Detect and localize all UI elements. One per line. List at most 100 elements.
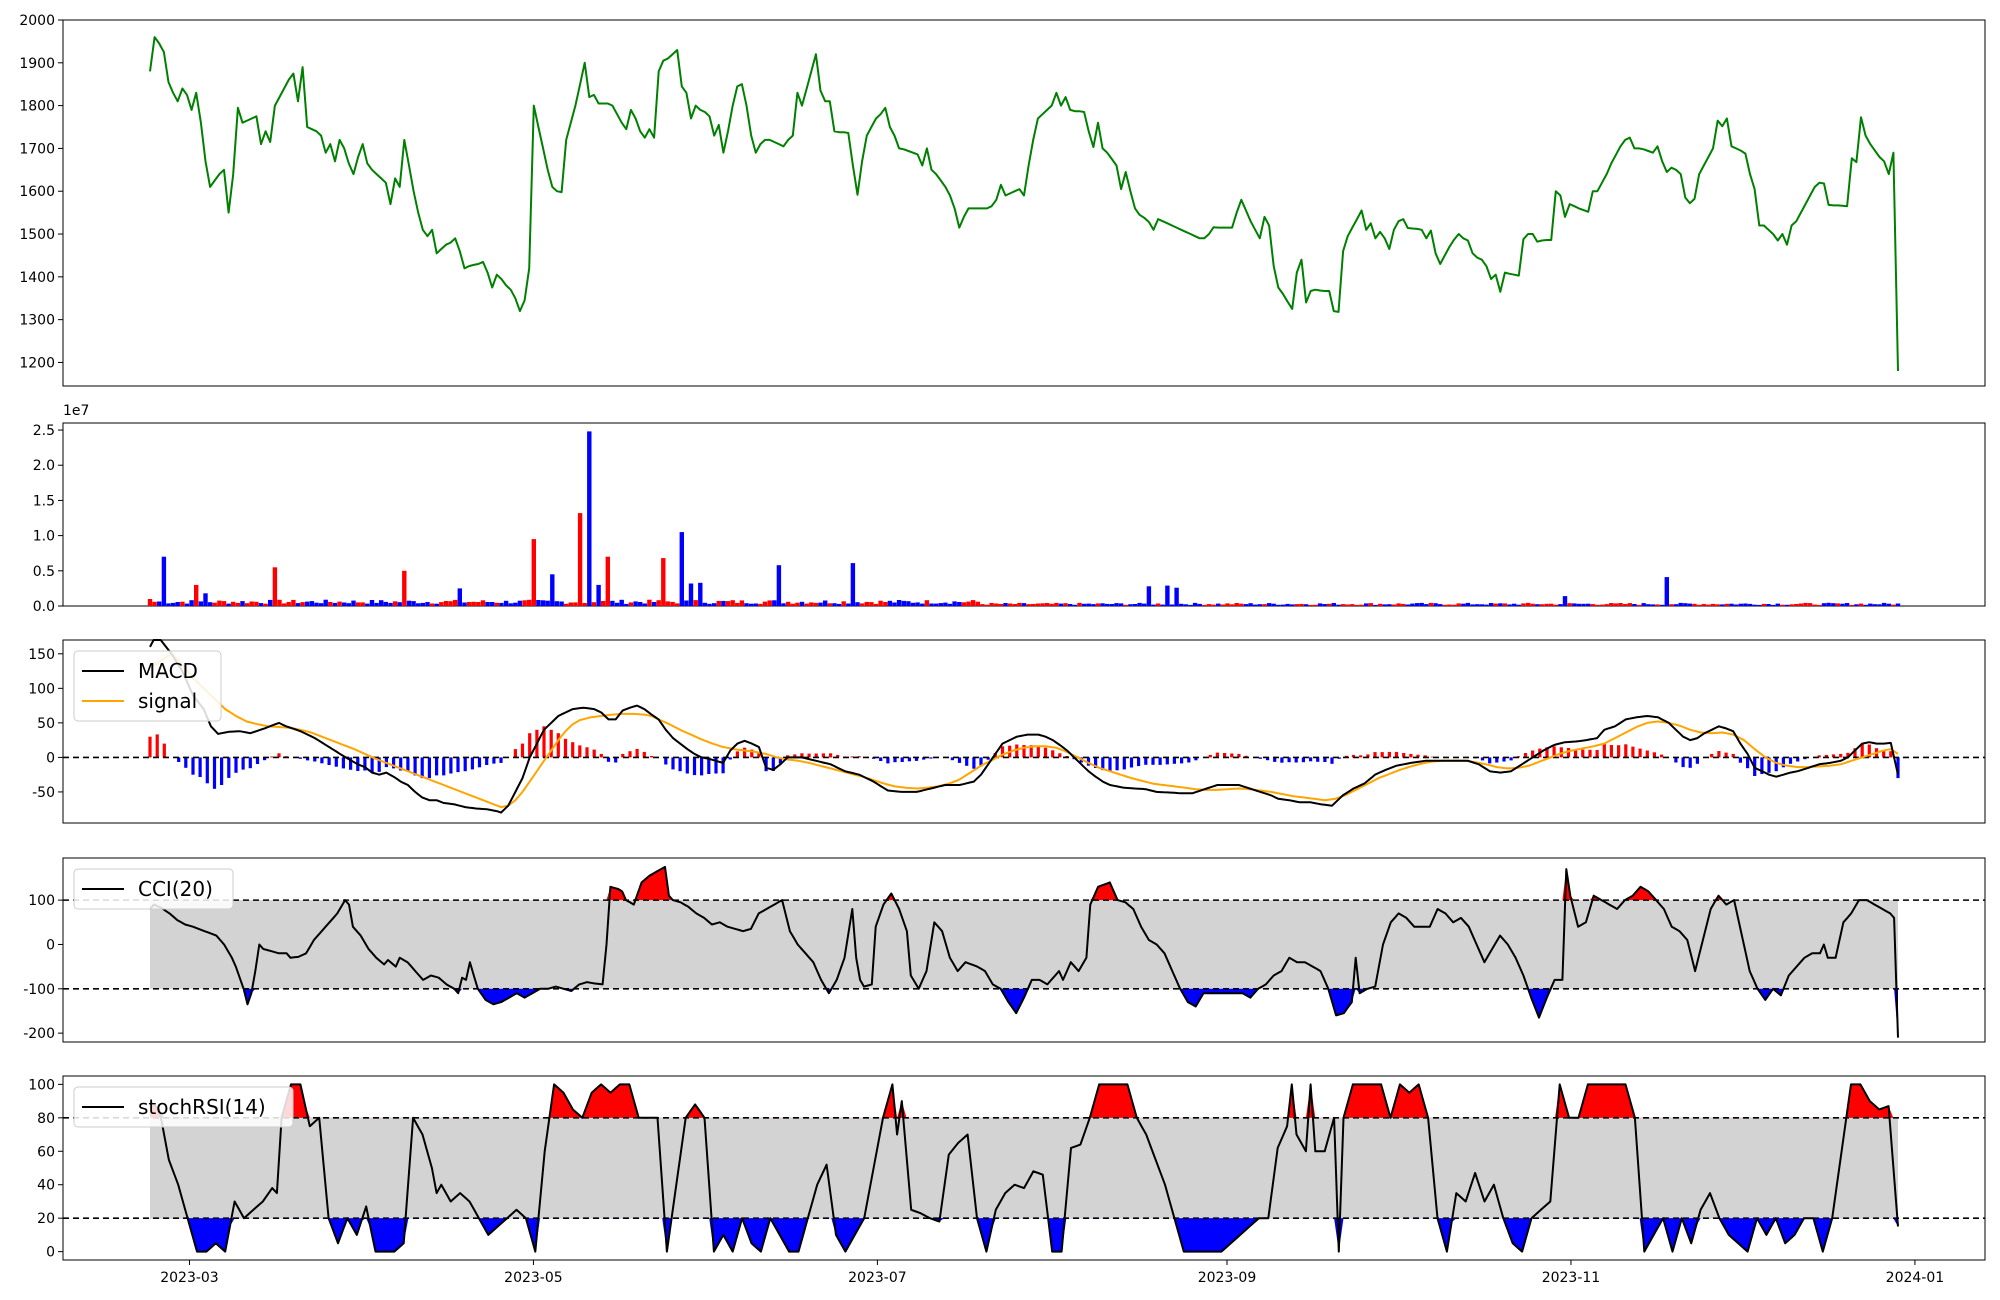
- volume-bar: [869, 602, 874, 606]
- macd-histogram-bar: [1158, 757, 1162, 765]
- volume-bar: [471, 601, 476, 606]
- volume-bar: [924, 600, 930, 606]
- volume-bar: [527, 599, 532, 606]
- volume-bar: [249, 601, 254, 606]
- macd-histogram-bar: [929, 757, 933, 759]
- volume-bar: [1618, 603, 1623, 606]
- volume-bar: [1044, 603, 1050, 606]
- macd-histogram-bar: [320, 757, 324, 764]
- volume-bar: [1303, 604, 1309, 606]
- volume-bar: [1188, 604, 1193, 606]
- volume-bar: [1068, 604, 1073, 606]
- macd-histogram-bar: [155, 734, 159, 758]
- macd-histogram-bar: [857, 756, 861, 758]
- macd-histogram-bar: [1660, 754, 1664, 758]
- volume-bar: [1650, 604, 1656, 606]
- macd-histogram-bar: [1853, 748, 1857, 758]
- macd-histogram-bar: [234, 757, 238, 773]
- y-tick-label: -50: [32, 785, 55, 801]
- volume-bar: [1794, 604, 1799, 606]
- volume-bar: [772, 600, 777, 606]
- legend-box: [73, 1086, 294, 1128]
- macd-histogram-bar: [184, 757, 188, 768]
- macd-histogram-bar: [1839, 753, 1843, 758]
- macd-histogram-bar: [585, 747, 589, 758]
- volume-bar: [582, 603, 587, 606]
- macd-histogram-bar: [1015, 744, 1019, 758]
- volume-bar: [194, 584, 199, 606]
- macd-histogram-bar: [549, 729, 553, 758]
- macd-histogram-bar: [1688, 757, 1692, 768]
- macd-histogram-bar: [435, 757, 439, 776]
- volume-bar: [342, 602, 347, 606]
- volume-bar: [490, 602, 495, 606]
- volume-bar: [1433, 603, 1438, 606]
- volume-bar: [1373, 604, 1378, 606]
- volume-bar: [240, 601, 245, 606]
- macd-histogram-bar: [1803, 757, 1807, 760]
- macd-histogram-bar: [1824, 754, 1828, 758]
- volume-bar: [1382, 604, 1387, 606]
- volume-bar: [573, 602, 578, 606]
- y-tick-label: 2.0: [33, 458, 55, 474]
- volume-bar: [1021, 603, 1027, 606]
- volume-bar: [1054, 602, 1059, 606]
- volume-bar: [554, 601, 560, 606]
- volume-bar: [439, 602, 444, 606]
- macd-histogram-bar: [1287, 757, 1291, 763]
- y-tick-label: 150: [28, 647, 55, 663]
- volume-bar: [1660, 604, 1665, 606]
- volume-bar: [670, 601, 675, 606]
- volume-bar: [896, 600, 902, 606]
- volume-bar: [1003, 603, 1008, 606]
- macd-histogram-bar: [793, 754, 797, 758]
- volume-bar: [1812, 604, 1817, 606]
- macd-histogram-bar: [957, 757, 962, 763]
- macd-histogram-bar: [556, 733, 560, 758]
- stochrsi-panel-frame: [62, 1075, 1986, 1261]
- volume-bar: [1572, 603, 1577, 606]
- volume-bar: [633, 601, 638, 606]
- volume-bar: [198, 601, 204, 606]
- volume-bar: [1414, 603, 1420, 606]
- macd-histogram-bar: [1394, 751, 1399, 758]
- volume-bar: [1391, 604, 1397, 606]
- macd-histogram-bar: [735, 751, 739, 758]
- volume-bar: [864, 601, 869, 606]
- macd-histogram-bar: [1373, 752, 1377, 758]
- macd-histogram-bar: [1695, 757, 1699, 764]
- y-tick-label: 20: [37, 1211, 55, 1227]
- macd-histogram-bar: [571, 742, 575, 758]
- volume-bar: [388, 602, 393, 606]
- macd-histogram-bar: [1187, 757, 1191, 763]
- macd-histogram-bar: [513, 749, 517, 758]
- volume-bar: [161, 556, 167, 606]
- volume-bar: [1498, 603, 1503, 606]
- macd-histogram-bar: [986, 757, 990, 760]
- volume-bar: [1174, 587, 1179, 606]
- macd-histogram-bar: [1781, 757, 1785, 768]
- y-tick-label: 2000: [19, 13, 55, 29]
- volume-bar: [1641, 603, 1646, 606]
- y-tick-label: 0: [46, 1245, 55, 1261]
- volume-bar: [1775, 603, 1780, 606]
- volume-bar: [1724, 603, 1730, 606]
- y-tick-label: 1800: [19, 99, 55, 115]
- macd-histogram-bar: [1609, 745, 1613, 758]
- macd-histogram-bar: [1058, 753, 1062, 758]
- macd-histogram-bar: [427, 757, 431, 779]
- volume-bar: [892, 602, 897, 606]
- volume-bar: [1863, 604, 1868, 606]
- volume-bar: [531, 539, 536, 606]
- volume-bar: [1475, 604, 1480, 606]
- volume-bar: [1211, 604, 1216, 606]
- volume-bar: [1632, 604, 1637, 606]
- volume-bar: [1151, 604, 1156, 606]
- macd-histogram-bar: [778, 757, 782, 764]
- macd-histogram-bar: [1509, 757, 1513, 761]
- volume-bar: [786, 601, 791, 606]
- macd-histogram-bar: [563, 738, 568, 758]
- macd-histogram-bar: [1101, 757, 1105, 771]
- volume-bar: [605, 556, 610, 606]
- macd-histogram-bar: [664, 757, 668, 765]
